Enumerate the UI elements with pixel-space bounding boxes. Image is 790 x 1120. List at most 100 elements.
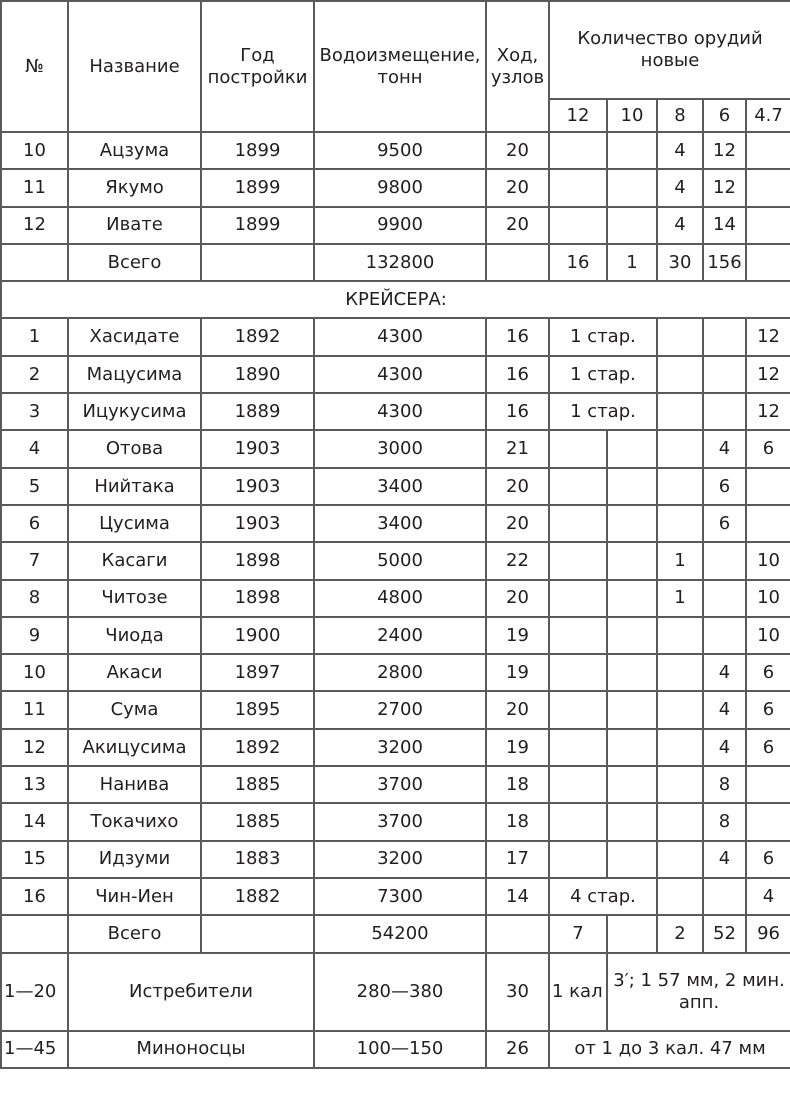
cell-guns bbox=[656, 765, 704, 805]
cell-displacement: 2400 bbox=[313, 615, 487, 656]
cell-guns bbox=[548, 205, 608, 245]
table-row: 10 Ацзума 1899 9500 20 4 12 bbox=[0, 130, 790, 171]
cell-guns: 2 bbox=[656, 914, 704, 954]
table-row: 4 Отова 1903 3000 21 4 6 bbox=[0, 429, 790, 469]
cell-guns: 6 bbox=[744, 839, 790, 879]
cell-displacement: 280—380 bbox=[313, 951, 487, 1032]
cell-guns bbox=[606, 765, 658, 805]
cell-displacement: 3400 bbox=[313, 466, 487, 506]
cell-displacement: 4300 bbox=[313, 392, 487, 432]
cell-guns-other: 3′; 1 57 мм, 2 мин. апп. bbox=[605, 951, 790, 1032]
cell-speed: 16 bbox=[485, 392, 550, 432]
cell-no: 7 bbox=[0, 541, 69, 581]
cell-no bbox=[0, 242, 69, 283]
cell-guns: 10 bbox=[744, 541, 790, 581]
cell-guns: 1 bbox=[606, 242, 658, 283]
header-no: № bbox=[0, 0, 69, 133]
cell-guns: 6 bbox=[702, 503, 747, 544]
cell-name: Нанива bbox=[67, 765, 202, 805]
cell-guns bbox=[744, 503, 790, 544]
cell-guns: 4 bbox=[702, 429, 747, 469]
cell-year: 1885 bbox=[200, 765, 315, 805]
cell-displacement: 3700 bbox=[313, 802, 487, 842]
cell-name: Токачихо bbox=[67, 802, 202, 842]
table-row: 1 Хасидате 1892 4300 16 1 стар. 12 bbox=[0, 317, 790, 357]
cell-guns: 4 bbox=[744, 876, 790, 917]
cell-name: Чиода bbox=[67, 615, 202, 656]
cell-guns: 4 bbox=[656, 130, 704, 171]
cell-name: Акаси bbox=[67, 653, 202, 693]
cell-guns bbox=[548, 839, 608, 879]
cell-guns bbox=[606, 168, 658, 208]
cell-year: 1898 bbox=[200, 541, 315, 581]
cell-displacement: 3200 bbox=[313, 727, 487, 768]
section-row: КРЕЙСЕРА: bbox=[0, 280, 790, 320]
cell-guns bbox=[744, 242, 790, 283]
cell-speed: 16 bbox=[485, 354, 550, 395]
cell-guns bbox=[744, 205, 790, 245]
cell-year: 1903 bbox=[200, 503, 315, 544]
cell-displacement: 4800 bbox=[313, 578, 487, 618]
cell-guns bbox=[702, 392, 747, 432]
cell-speed: 20 bbox=[485, 578, 550, 618]
cell-guns: 12 bbox=[744, 392, 790, 432]
cell-guns bbox=[702, 354, 747, 395]
cell-no: 1—45 bbox=[0, 1029, 69, 1069]
total-row: Всего 132800 16 1 30 156 bbox=[0, 242, 790, 283]
cell-guns bbox=[548, 541, 608, 581]
header-caliber: 10 bbox=[606, 98, 658, 133]
cell-guns bbox=[606, 205, 658, 245]
cell-no: 2 bbox=[0, 354, 69, 395]
cell-guns bbox=[744, 466, 790, 506]
cell-year bbox=[200, 914, 315, 954]
cell-speed: 20 bbox=[485, 168, 550, 208]
cell-guns: 6 bbox=[702, 466, 747, 506]
header-displacement: Водоизмещение, тонн bbox=[313, 0, 487, 133]
cell-name: Ивате bbox=[67, 205, 202, 245]
cell-displacement: 3000 bbox=[313, 429, 487, 469]
cell-guns bbox=[548, 168, 608, 208]
table-row: 12 Ивате 1899 9900 20 4 14 bbox=[0, 205, 790, 245]
cell-guns: 8 bbox=[702, 765, 747, 805]
cell-year: 1882 bbox=[200, 876, 315, 917]
cell-displacement: 3400 bbox=[313, 503, 487, 544]
cell-guns: 16 bbox=[548, 242, 608, 283]
cell-guns bbox=[606, 839, 658, 879]
total-row: Всего 54200 7 2 52 96 bbox=[0, 914, 790, 954]
cell-speed: 17 bbox=[485, 839, 550, 879]
cell-guns: 156 bbox=[702, 242, 747, 283]
cell-no: 6 bbox=[0, 503, 69, 544]
cell-year: 1892 bbox=[200, 727, 315, 768]
cell-guns bbox=[548, 578, 608, 618]
cell-guns bbox=[606, 541, 658, 581]
table-row: 7 Касаги 1898 5000 22 1 10 bbox=[0, 541, 790, 581]
header-caliber: 6 bbox=[702, 98, 747, 133]
cell-displacement: 3700 bbox=[313, 765, 487, 805]
header-speed: Ход, узлов bbox=[485, 0, 550, 133]
cell-guns bbox=[548, 802, 608, 842]
cell-speed: 19 bbox=[485, 615, 550, 656]
cell-guns bbox=[606, 503, 658, 544]
cell-guns bbox=[702, 615, 747, 656]
section-title-cruisers: КРЕЙСЕРА: bbox=[0, 280, 790, 320]
cell-guns bbox=[656, 503, 704, 544]
cell-guns bbox=[606, 802, 658, 842]
cell-displacement: 100—150 bbox=[313, 1029, 487, 1069]
cell-guns: 10 bbox=[744, 578, 790, 618]
cell-year: 1899 bbox=[200, 168, 315, 208]
cell-name: Отова bbox=[67, 429, 202, 469]
cell-displacement: 2700 bbox=[313, 690, 487, 730]
table-row: 10 Акаси 1897 2800 19 4 6 bbox=[0, 653, 790, 693]
cell-guns bbox=[606, 466, 658, 506]
cell-guns bbox=[548, 466, 608, 506]
cell-year bbox=[200, 242, 315, 283]
cell-no: 3 bbox=[0, 392, 69, 432]
header-caliber: 12 bbox=[548, 98, 608, 133]
cell-guns bbox=[606, 429, 658, 469]
cell-guns bbox=[744, 168, 790, 208]
header-year: Год постройки bbox=[200, 0, 315, 133]
cell-guns bbox=[744, 765, 790, 805]
cell-guns: 1 bbox=[656, 541, 704, 581]
cell-year: 1899 bbox=[200, 205, 315, 245]
cell-no: 10 bbox=[0, 130, 69, 171]
